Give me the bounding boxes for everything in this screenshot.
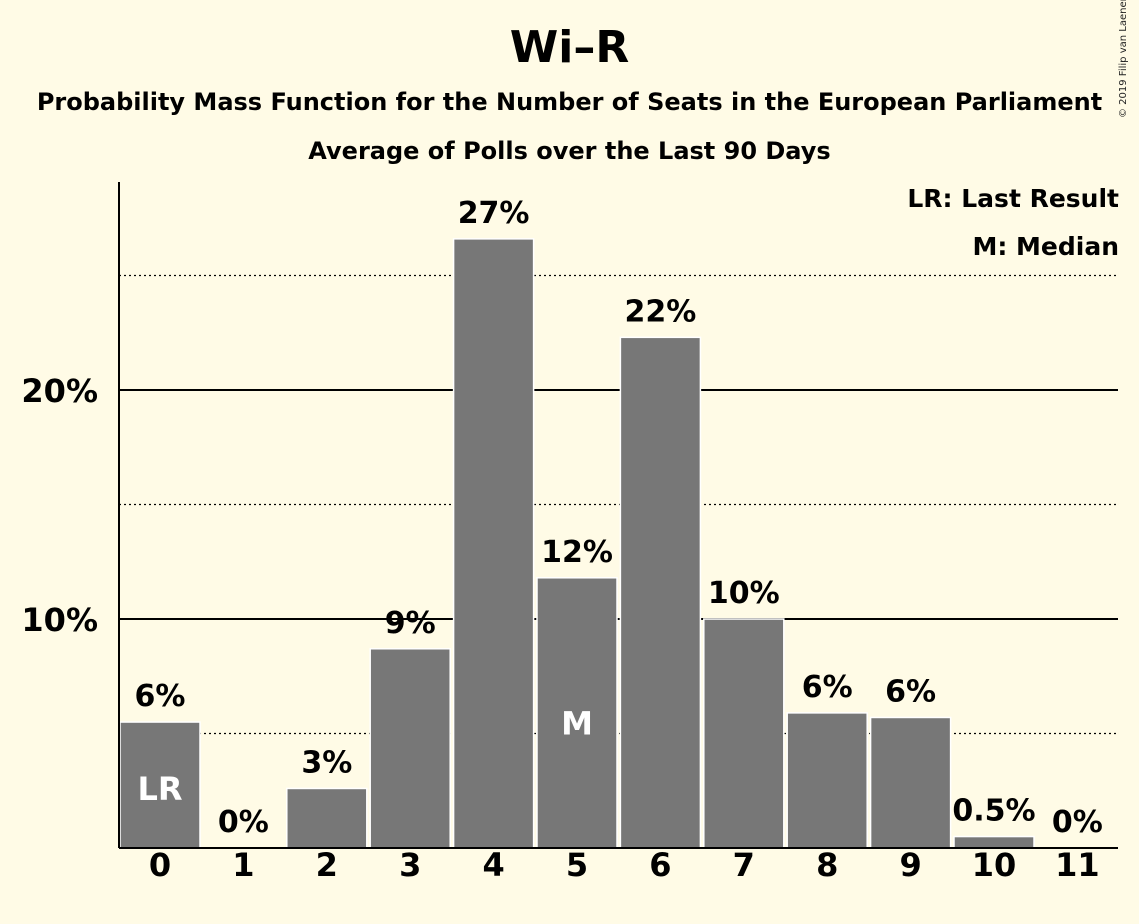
y-tick-label: 10%: [21, 601, 98, 639]
data-label: 9%: [385, 606, 436, 641]
bar: [119, 721, 201, 849]
labels: 6% LR 0% 3% 9% 27% 12% M 22% 10% 6% 6% 0.5% 0%: [135, 196, 1103, 840]
data-label: 0%: [1052, 805, 1103, 840]
data-label: 6%: [135, 679, 186, 714]
data-label: 10%: [708, 576, 780, 611]
bar: [452, 238, 535, 849]
axes: 10% 20% 0 1 2 3 4 5 6 7 8 9 10 11: [21, 182, 1118, 884]
legend-median: M: Median: [972, 232, 1119, 261]
x-tick-label: 7: [733, 846, 755, 884]
bar: [369, 648, 451, 849]
x-tick-label: 5: [566, 846, 588, 884]
data-label: 0.5%: [952, 794, 1035, 829]
x-tick-label: 2: [316, 846, 338, 884]
data-label: 6%: [802, 670, 853, 705]
x-tick-label: 8: [816, 846, 838, 884]
x-tick-label: 3: [399, 846, 421, 884]
data-label: 3%: [301, 745, 352, 780]
median-marker: M: [561, 705, 593, 743]
chart-subtitle: Probability Mass Function for the Number…: [36, 88, 1103, 116]
data-label: 12%: [541, 535, 613, 570]
bar: [869, 716, 952, 849]
bar: [286, 787, 368, 849]
x-tick-label: 9: [899, 846, 921, 884]
x-tick-label: 11: [1055, 846, 1100, 884]
data-label: 22%: [624, 294, 696, 329]
bar: [703, 618, 785, 849]
x-tick-label: 4: [482, 846, 504, 884]
data-label: 6%: [885, 674, 936, 709]
legend-last-result: LR: Last Result: [907, 184, 1119, 213]
x-tick-label: 0: [149, 846, 171, 884]
data-label: 27%: [458, 196, 530, 231]
x-tick-label: 1: [232, 846, 254, 884]
x-tick-label: 6: [649, 846, 671, 884]
y-tick-label: 20%: [21, 372, 98, 410]
bar: [536, 577, 618, 849]
bars: [119, 238, 1035, 849]
chart-subtitle-2: Average of Polls over the Last 90 Days: [308, 137, 831, 165]
chart-title: Wi–R: [509, 22, 630, 73]
x-tick-label: 10: [972, 846, 1017, 884]
last-result-marker: LR: [137, 770, 182, 808]
data-label: 0%: [218, 805, 269, 840]
gridlines: [119, 274, 1118, 735]
bar: [786, 712, 868, 849]
bar: [619, 336, 702, 849]
